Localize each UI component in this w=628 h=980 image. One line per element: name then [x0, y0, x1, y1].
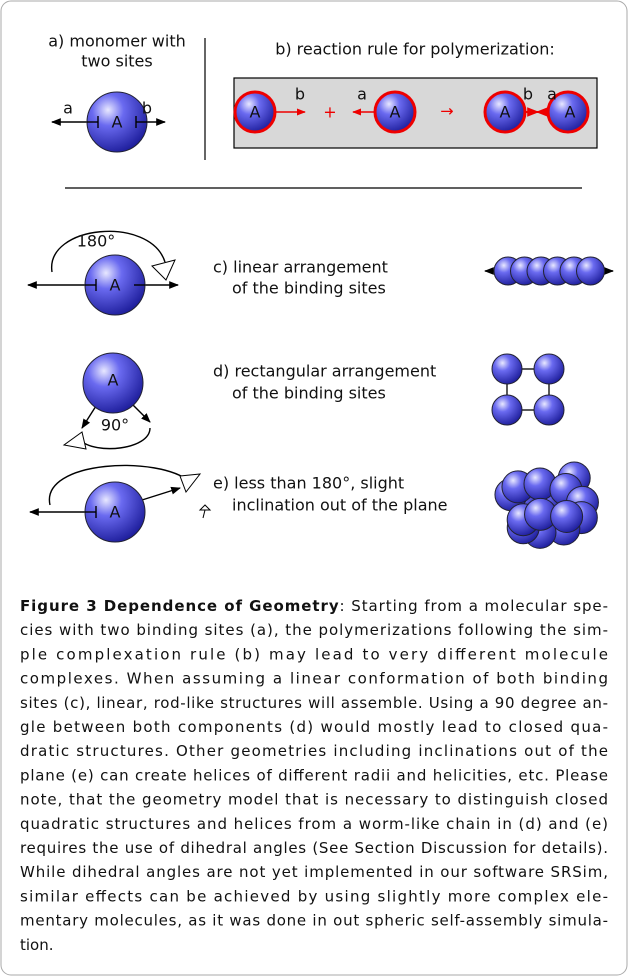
panel-title: a) monomer with — [48, 32, 185, 51]
panel-title: b) reaction rule for polymerization: — [275, 40, 555, 59]
panel-title: two sites — [81, 52, 152, 71]
rotation-arc — [79, 427, 151, 450]
caption-line: quadratic structures and helices from a … — [20, 814, 608, 832]
molecule — [82, 352, 144, 414]
molecule — [233, 90, 277, 134]
molecule-label: A — [500, 103, 511, 122]
caption-text: quadratic structures and helices from a … — [20, 814, 608, 832]
caption-line: Figure 3 Dependence of Geometry: Startin… — [20, 597, 608, 615]
molecule — [533, 353, 565, 385]
site-arrow — [141, 486, 181, 501]
panel-text: of the binding sites — [232, 279, 386, 298]
panel-c: 180° A c) linear arrangement of the bind… — [27, 230, 614, 316]
caption-line: similar effects can be achieved by using… — [20, 887, 608, 905]
molecule-label: A — [250, 103, 261, 122]
molecule-label: A — [110, 503, 121, 522]
site-label: a — [63, 99, 73, 118]
rotation-head — [62, 431, 87, 450]
caption-line: tion. — [20, 935, 54, 953]
tilt-head — [198, 504, 212, 519]
molecule — [373, 90, 417, 134]
caption-text: similar effects can be achieved by using… — [20, 887, 608, 905]
caption-text: : Starting from a molecular spe- — [340, 597, 608, 615]
site-label: b — [142, 99, 152, 118]
linear-chain — [493, 256, 605, 286]
site-arrow — [81, 405, 97, 429]
plus: + — [323, 103, 336, 122]
molecule-label: A — [390, 103, 401, 122]
caption-line: complexes. When assuming a linear confor… — [20, 669, 608, 687]
site-label: b — [295, 85, 305, 104]
molecule — [483, 90, 527, 134]
caption-line: requires the use of dihedral angles (See… — [20, 839, 608, 857]
square-bonds — [506, 368, 550, 411]
panel-text: c) linear arrangement — [213, 258, 388, 277]
molecule — [576, 256, 605, 286]
molecule-label: A — [112, 113, 123, 132]
rotation-head — [151, 259, 176, 281]
helix — [494, 461, 599, 549]
caption-text: cies with two binding sites (a), the pol… — [20, 621, 608, 639]
panel-text: of the binding sites — [232, 384, 386, 403]
caption-line: note, that the geometry model that is ne… — [20, 790, 608, 808]
caption-title: Figure 3 Dependence of Geometry — [20, 597, 339, 615]
molecule-label: A — [108, 371, 119, 390]
caption-text: sites (c), linear, rod-like structures w… — [20, 693, 608, 711]
molecule — [533, 394, 565, 426]
angle-label: 90° — [101, 416, 129, 435]
caption-text: gle between both components (d) would mo… — [20, 718, 608, 736]
caption-line: ple complexation rule (b) may lead to ve… — [20, 645, 608, 663]
caption-line: mentary molecules, as it was done in out… — [20, 911, 608, 929]
molecule — [491, 353, 523, 385]
panel-d: A 90° d) rectangular arrangement of the … — [62, 352, 565, 450]
angle-label: 180° — [77, 232, 116, 251]
rotation-head — [179, 473, 202, 494]
caption-text: mentary molecules, as it was done in out… — [20, 911, 608, 929]
panel-text: d) rectangular arrangement — [213, 362, 436, 381]
caption-text: tion. — [20, 935, 54, 953]
caption-text: complexes. When assuming a linear confor… — [20, 669, 608, 687]
caption-text: ple complexation rule (b) may lead to ve… — [20, 645, 608, 663]
molecule — [491, 394, 523, 426]
panel-text: e) less than 180°, slight — [213, 474, 404, 493]
caption-text: note, that the geometry model that is ne… — [20, 790, 608, 808]
caption-line: dratic structures. Other geometries incl… — [20, 742, 608, 760]
caption-line: cies with two binding sites (a), the pol… — [20, 621, 608, 639]
site-arrow — [131, 403, 151, 423]
caption: Figure 3 Dependence of Geometry: Startin… — [20, 597, 608, 954]
caption-text: plane (e) can create helices of differen… — [20, 766, 608, 784]
caption-text: requires the use of dihedral angles (See… — [20, 839, 608, 857]
rotation-arc — [48, 464, 191, 506]
rotation-arc — [51, 230, 166, 273]
caption-line: sites (c), linear, rod-like structures w… — [20, 693, 608, 711]
caption-line: While dihedral angles are not yet implem… — [20, 863, 608, 881]
molecule — [546, 90, 590, 134]
caption-text: dratic structures. Other geometries incl… — [20, 742, 608, 760]
site-label: b — [523, 85, 533, 104]
molecule-label: A — [110, 276, 121, 295]
molecule — [550, 500, 584, 534]
site-label: a — [357, 85, 367, 104]
reaction-arrow: → — [440, 102, 453, 121]
caption-line: gle between both components (d) would mo… — [20, 718, 608, 736]
panel-b: b) reaction rule for polymerization: A b… — [233, 40, 598, 149]
panel-a: a) monomer with two sites A a b — [48, 32, 186, 153]
caption-text: While dihedral angles are not yet implem… — [20, 863, 608, 881]
site-label: a — [547, 85, 557, 104]
panel-e: A e) less than 180°, slight inclination … — [29, 461, 599, 549]
molecule-label: A — [565, 103, 576, 122]
caption-line: plane (e) can create helices of differen… — [20, 766, 608, 784]
panel-text: inclination out of the plane — [232, 496, 447, 515]
